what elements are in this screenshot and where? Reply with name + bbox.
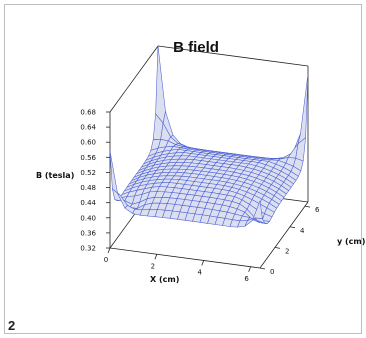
z-axis-label: B (tesla) — [36, 171, 74, 180]
z-tick-label: 0.48 — [80, 184, 96, 192]
x-tick-mark — [248, 266, 251, 272]
surface-mesh — [109, 45, 309, 228]
y-tick-mark — [259, 267, 266, 270]
z-tick-label: 0.56 — [80, 154, 96, 162]
z-tick-label: 0.44 — [80, 199, 96, 207]
z-tick-label: 0.36 — [80, 229, 96, 237]
tick-labels: 0.68 0.64 0.60 0.56 0.52 0.48 0.44 0.40 0.36 0.32… — [80, 109, 320, 283]
figure-number: 2 — [8, 318, 16, 333]
surface-cell — [155, 45, 166, 124]
y-axis-label: y (cm) — [337, 237, 365, 246]
y-tick-label: 6 — [315, 206, 320, 214]
y-tick-mark — [274, 246, 281, 249]
z-tick-label: 0.68 — [80, 109, 96, 117]
x-axis-label: X (cm) — [150, 275, 179, 284]
chart-title: B field — [173, 39, 219, 56]
x-tick-label: 4 — [198, 269, 203, 277]
surface-cell — [252, 200, 263, 221]
x-tick-mark — [107, 247, 111, 254]
y-tick-mark — [289, 226, 296, 229]
surface-cell — [297, 73, 309, 145]
x-axis-line — [109, 247, 261, 269]
x-tick-label: 2 — [151, 262, 155, 270]
z-tick-label: 0.60 — [80, 139, 96, 147]
x-tick-label: 0 — [104, 256, 108, 264]
y-tick-mark — [304, 205, 311, 208]
x-tick-label: 6 — [244, 275, 249, 283]
z-tick-label: 0.64 — [80, 124, 96, 132]
y-tick-label: 2 — [285, 247, 289, 255]
z-tick-label: 0.52 — [80, 169, 96, 177]
x-tick-mark — [201, 260, 205, 266]
box-edge — [157, 45, 309, 67]
box-edge — [109, 45, 159, 113]
x-tick-mark — [154, 254, 158, 260]
axis-box-front — [109, 201, 309, 269]
surface-cell — [109, 150, 121, 196]
y-axis-line — [259, 201, 309, 269]
y-tick-label: 0 — [270, 268, 274, 276]
y-tick-label: 4 — [300, 227, 305, 235]
z-tick-label: 0.32 — [80, 245, 96, 253]
z-tick-label: 0.40 — [80, 214, 96, 222]
